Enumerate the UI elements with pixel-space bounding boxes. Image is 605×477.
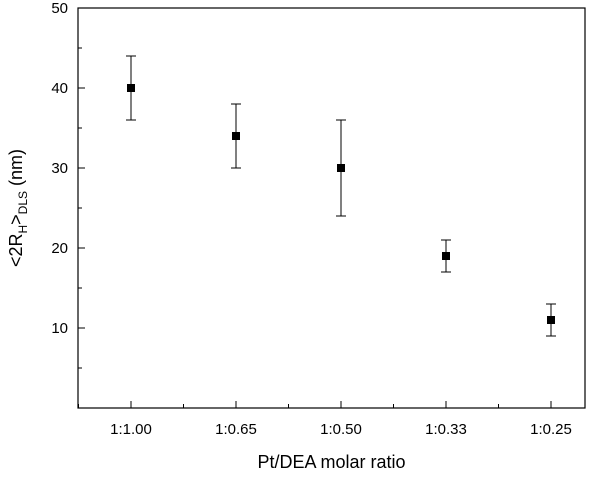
y-tick-label: 40: [51, 80, 68, 97]
data-point: [442, 252, 450, 260]
y-tick-label: 20: [51, 240, 68, 257]
data-marks: [126, 55, 556, 337]
y-tick-label: 50: [51, 0, 68, 17]
data-point: [547, 316, 555, 324]
x-tick-label: 1:0.33: [425, 421, 467, 438]
plot-frame: [77, 7, 586, 409]
data-point: [127, 84, 135, 92]
y-axis-title-sub1: H: [16, 225, 30, 234]
y-axis-title-mid: >: [6, 214, 26, 225]
x-axis-title: Pt/DEA molar ratio: [257, 452, 405, 472]
data-point: [337, 164, 345, 172]
y-axis-title-prefix: <2R: [6, 234, 26, 268]
axes: 10 20 30 40 50 1:1.00 1:0.65 1:0.50 1:0.33 1:0.25: [51, 0, 586, 438]
y-axis-title-sub2: DLS: [16, 191, 30, 214]
y-tick-label: 30: [51, 160, 68, 177]
x-tick-label: 1:1.00: [110, 421, 152, 438]
x-tick-label: 1:0.25: [530, 421, 572, 438]
y-axis-title-suffix: (nm): [6, 149, 26, 191]
x-tick-label: 1:0.65: [215, 421, 257, 438]
y-axis-title: <2RH>DLS (nm): [6, 149, 30, 267]
y-tick-label: 10: [51, 320, 68, 337]
data-point: [232, 132, 240, 140]
x-tick-label: 1:0.50: [320, 421, 362, 438]
